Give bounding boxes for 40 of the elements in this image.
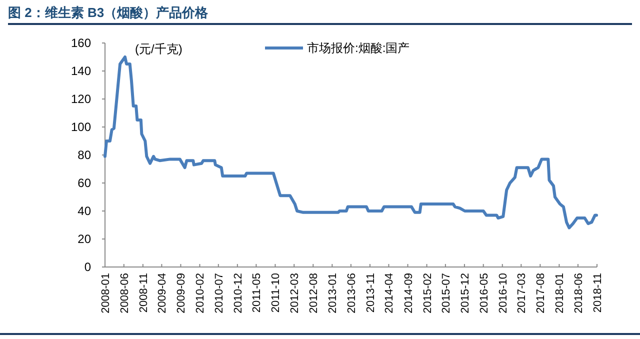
- x-tick-label: 2008-01: [100, 273, 112, 314]
- x-tick-label: 2013-11: [364, 273, 377, 313]
- y-tick-label: 100: [70, 120, 92, 134]
- y-tick-label: 0: [84, 260, 92, 274]
- x-tick-label: 2018-01: [554, 273, 566, 314]
- x-tick-label: 2015-02: [422, 273, 434, 314]
- x-tick-label: 2010-02: [194, 273, 207, 314]
- y-tick-label: 80: [78, 148, 92, 162]
- y-tick-label: 20: [78, 232, 92, 246]
- x-tick-label: 2008-11: [138, 273, 150, 313]
- x-tick-label: 2011-05: [251, 273, 264, 313]
- x-tick-label: 2018-11: [592, 273, 604, 313]
- x-tick-label: 2017-08: [535, 273, 548, 314]
- x-tick-label: 2010-07: [213, 273, 226, 314]
- y-tick-label: 120: [70, 92, 92, 106]
- x-tick-label: 2013-01: [327, 273, 340, 314]
- legend-label: 市场报价:烟酸:国产: [307, 41, 410, 55]
- x-tick-label: 2009-04: [156, 273, 169, 314]
- x-tick-label: 2016-10: [497, 273, 510, 314]
- x-tick-label: 2009-09: [176, 273, 188, 314]
- x-tick-label: 2012-03: [289, 273, 302, 314]
- y-tick-label: 140: [70, 64, 92, 78]
- x-tick-label: 2014-04: [384, 273, 396, 314]
- x-tick-label: 2008-06: [118, 273, 131, 314]
- x-tick-label: 2012-08: [308, 273, 320, 314]
- y-tick-label: 60: [78, 176, 92, 190]
- y-tick-label: 160: [70, 36, 92, 50]
- x-tick-label: 2013-06: [346, 273, 358, 314]
- x-tick-label: 2010-12: [232, 273, 244, 314]
- x-tick-label: 2014-09: [402, 273, 415, 314]
- x-tick-label: 2011-10: [270, 273, 282, 313]
- y-tick-label: 40: [78, 204, 92, 218]
- chart-title: 图 2：维生素 B3（烟酸）产品价格: [8, 5, 210, 20]
- x-tick-label: 2015-12: [459, 273, 472, 314]
- x-tick-label: 2015-07: [440, 273, 452, 314]
- x-tick-label: 2018-06: [572, 273, 585, 314]
- line-series: [104, 56, 598, 230]
- x-tick-label: 2017-03: [516, 273, 528, 314]
- annotation: (元/千克): [135, 42, 182, 56]
- x-tick-label: 2016-05: [478, 273, 490, 314]
